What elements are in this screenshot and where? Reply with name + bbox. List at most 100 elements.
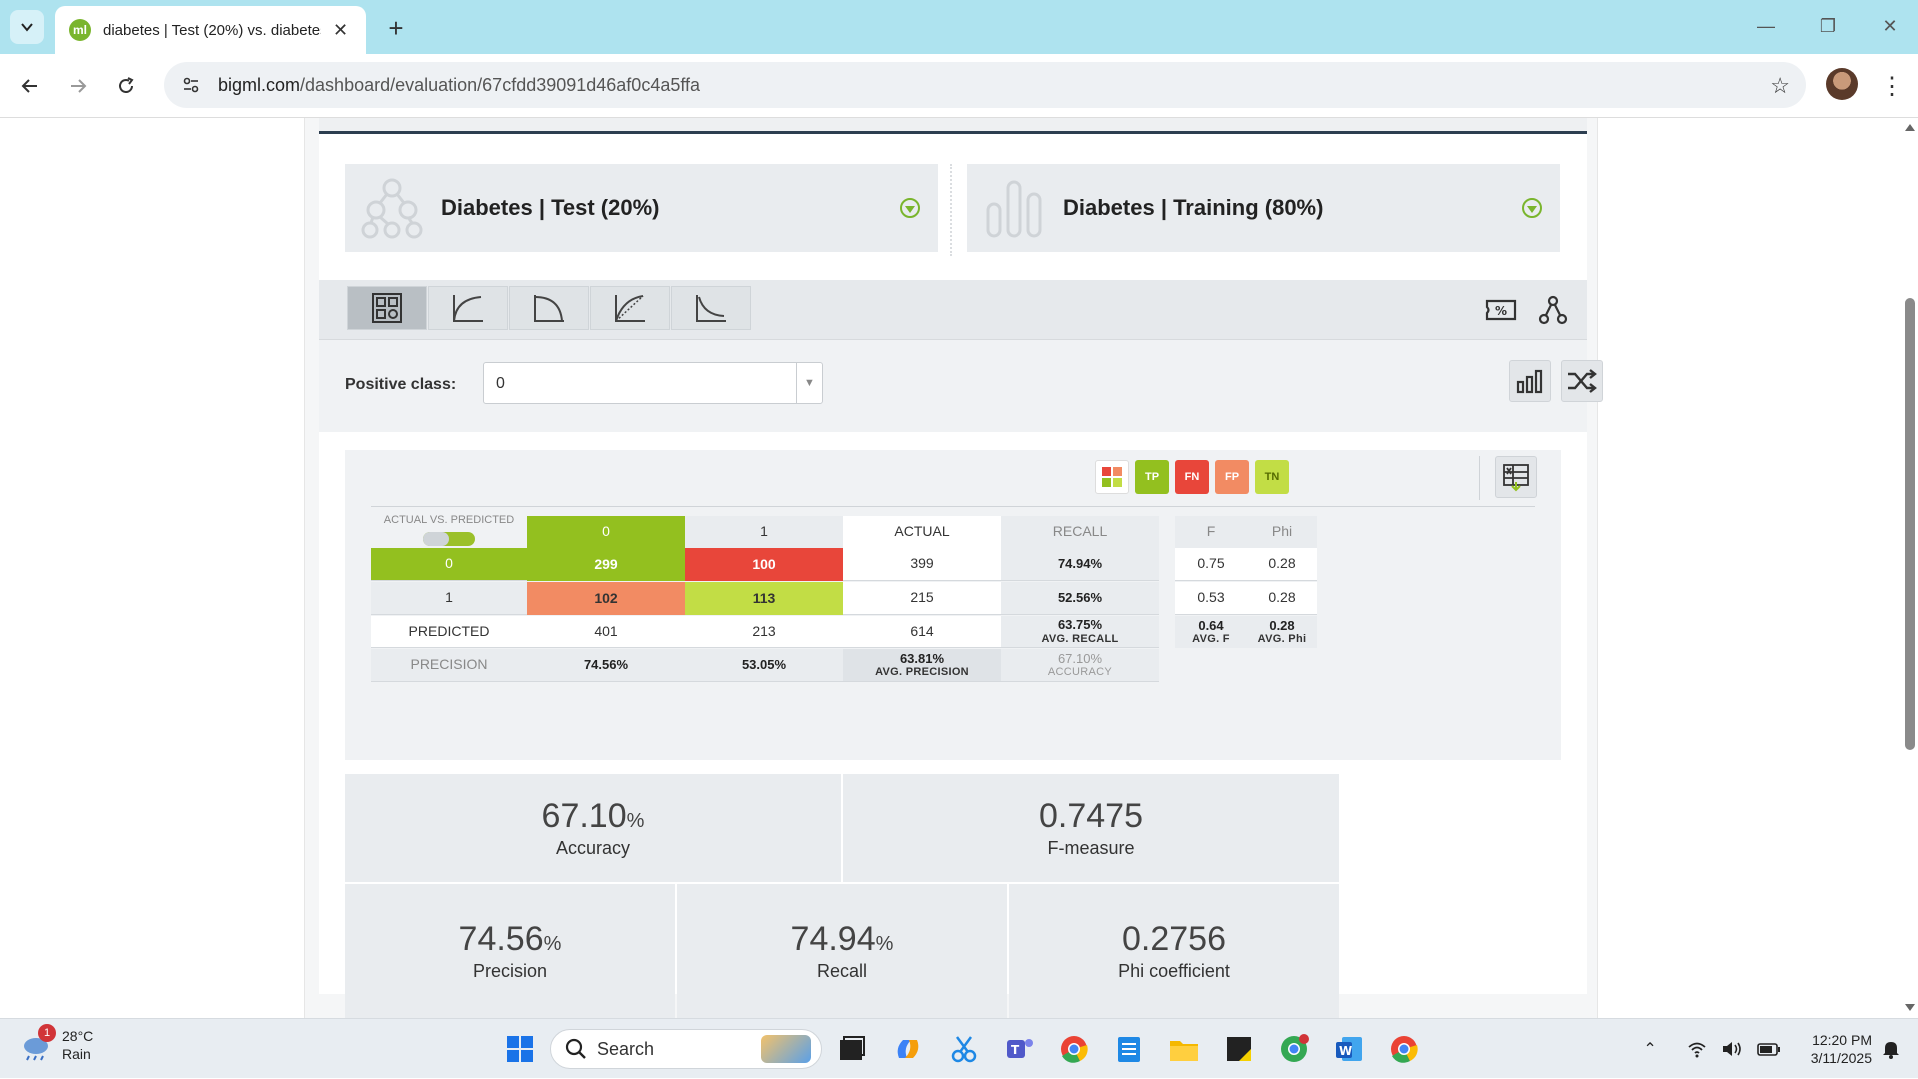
phi-metric-value: 0.2756: [1122, 920, 1226, 958]
positive-class-label: Positive class:: [345, 376, 457, 393]
test-dataset-card[interactable]: Diabetes | Test (20%): [345, 164, 938, 252]
recall-value-0: 74.94%: [1001, 548, 1159, 581]
chrome-active-icon[interactable]: [1386, 1031, 1422, 1067]
notification-bell-icon[interactable]: [1882, 1039, 1900, 1059]
percentage-ticket-icon[interactable]: %: [1483, 292, 1519, 328]
search-icon: [565, 1038, 586, 1059]
accuracy-metric-value: 67.10%: [541, 797, 645, 835]
taskbar-clock[interactable]: 12:20 PM 3/11/2025: [1811, 1031, 1872, 1067]
shuffle-button[interactable]: [1561, 360, 1603, 402]
bar-chart-button[interactable]: [1509, 360, 1551, 402]
recall-metric-value: 74.94%: [790, 920, 894, 958]
lift-curve-icon: [696, 295, 726, 322]
avg-recall: 63.75% AVG. RECALL: [1001, 616, 1159, 648]
fn-cell[interactable]: 100: [685, 548, 843, 581]
matrix-grid-icon: [372, 293, 402, 323]
scroll-thumb[interactable]: [1905, 298, 1915, 750]
tp-legend-button[interactable]: TP: [1135, 460, 1169, 494]
fp-cell[interactable]: 102: [527, 582, 685, 615]
weather-widget[interactable]: 1 28°C Rain: [20, 1024, 93, 1063]
page-scrollbar[interactable]: [1900, 118, 1918, 1018]
teams-icon[interactable]: T: [1001, 1031, 1037, 1067]
all-cells-legend-button[interactable]: [1095, 460, 1129, 494]
training-dataset-card[interactable]: Diabetes | Training (80%): [967, 164, 1560, 252]
close-window-icon[interactable]: ✕: [1882, 15, 1898, 36]
lift-curve-view-button[interactable]: [671, 286, 751, 330]
taskbar-search[interactable]: Search: [550, 1029, 822, 1069]
scroll-down-icon[interactable]: [1905, 1004, 1915, 1011]
windows-taskbar: 1 28°C Rain Search T W: [0, 1018, 1918, 1078]
phi-value-1: 0.28: [1247, 582, 1317, 615]
accuracy-label: ACCURACY: [1047, 666, 1113, 679]
axis-swap-toggle[interactable]: [423, 532, 475, 547]
precision-recall-view-button[interactable]: [509, 286, 589, 330]
battery-icon[interactable]: [1756, 1041, 1781, 1057]
scroll-up-icon[interactable]: [1905, 124, 1915, 131]
actual-total-1: 215: [843, 582, 1001, 615]
weather-alert-badge: 1: [38, 1024, 56, 1042]
reload-icon[interactable]: [108, 68, 144, 104]
rain-cloud-icon: 1: [20, 1024, 56, 1062]
fn-legend-button[interactable]: FN: [1175, 460, 1209, 494]
search-label: Search: [597, 1038, 655, 1059]
header-strip: [319, 118, 1587, 134]
system-tray: ⌃ 12:20 PM 3/11/2025: [1643, 1019, 1918, 1079]
wifi-icon[interactable]: [1687, 1040, 1707, 1058]
address-bar[interactable]: bigml.com/dashboard/evaluation/67cfdd390…: [164, 62, 1806, 108]
fp-legend-button[interactable]: FP: [1215, 460, 1249, 494]
expand-training-card-icon[interactable]: [1522, 198, 1542, 218]
expand-test-card-icon[interactable]: [900, 198, 920, 218]
model-network-icon[interactable]: [1535, 292, 1571, 328]
export-excel-button[interactable]: [1495, 456, 1537, 498]
avg-precision-value: 63.81%: [899, 650, 945, 666]
bookmark-star-icon[interactable]: ☆: [1770, 73, 1790, 98]
copilot-icon[interactable]: [890, 1031, 926, 1067]
browser-menu-icon[interactable]: ⋮: [1880, 72, 1904, 100]
panel-divider: [371, 506, 1535, 507]
windows-start-icon[interactable]: [502, 1031, 538, 1067]
profile-avatar[interactable]: [1826, 68, 1858, 100]
browser-tab[interactable]: ml diabetes | Test (20%) vs. diabetes | …: [55, 6, 366, 54]
file-explorer-icon[interactable]: [1166, 1031, 1202, 1067]
word-icon[interactable]: W: [1331, 1031, 1367, 1067]
task-view-icon[interactable]: [834, 1031, 870, 1067]
browser-tab-bar: ml diabetes | Test (20%) vs. diabetes | …: [0, 0, 1918, 54]
actual-row-label-0: 0: [371, 548, 527, 581]
accuracy-metric: 67.10% Accuracy: [345, 774, 841, 882]
svg-text:%: %: [1495, 304, 1507, 318]
actual-vs-predicted-label: ACTUAL VS. PREDICTED: [383, 513, 515, 526]
precision-metric-label: Precision: [472, 961, 548, 981]
back-icon[interactable]: [12, 68, 48, 104]
avg-recall-value: 63.75%: [1057, 617, 1103, 633]
avg-recall-label: AVG. RECALL: [1041, 632, 1119, 645]
snipping-tool-icon[interactable]: [946, 1031, 982, 1067]
site-info-icon[interactable]: [176, 70, 206, 100]
chrome-icon[interactable]: [1056, 1031, 1092, 1067]
confusion-matrix-view-button[interactable]: [347, 286, 427, 330]
chevron-up-icon[interactable]: ⌃: [1643, 1041, 1657, 1058]
volume-icon[interactable]: [1721, 1040, 1743, 1058]
tn-legend-button[interactable]: TN: [1255, 460, 1289, 494]
matrix-corner: ACTUAL VS. PREDICTED: [371, 512, 527, 548]
avg-precision: 63.81% AVG. PRECISION: [843, 649, 1001, 682]
restore-icon[interactable]: ❐: [1819, 15, 1837, 36]
roc-curve-view-button[interactable]: [428, 286, 508, 330]
model-tree-icon: [357, 173, 427, 243]
positive-class-select[interactable]: 0 ▼: [483, 362, 823, 404]
forward-icon[interactable]: [60, 68, 96, 104]
actual-header: ACTUAL: [843, 516, 1001, 548]
notepad-icon[interactable]: [1111, 1031, 1147, 1067]
minimize-icon[interactable]: —: [1757, 15, 1775, 36]
tn-cell[interactable]: 113: [685, 582, 843, 615]
gain-curve-view-button[interactable]: [590, 286, 670, 330]
close-tab-icon[interactable]: ✕: [333, 19, 349, 40]
avg-phi-label: AVG. Phi: [1257, 633, 1307, 646]
new-tab-button[interactable]: +: [388, 12, 404, 43]
recall-value-1: 52.56%: [1001, 582, 1159, 615]
excel-export-icon: [1503, 464, 1529, 492]
chrome-profile-icon[interactable]: [1276, 1031, 1312, 1067]
tp-cell[interactable]: 299: [527, 548, 685, 581]
f-measure-metric: 0.7475 F-measure: [843, 774, 1339, 882]
tab-search-button[interactable]: [10, 10, 44, 44]
sticky-notes-icon[interactable]: [1221, 1031, 1257, 1067]
